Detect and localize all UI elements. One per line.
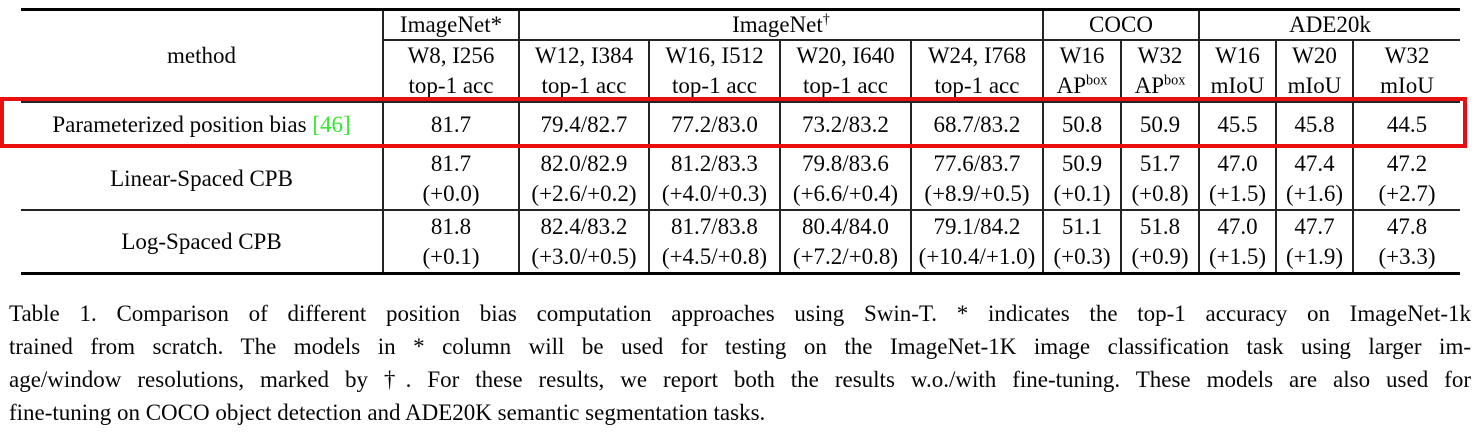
metric-cell: 81.7 — [382, 102, 519, 148]
group-header-imagenet-dagger: ImageNet† — [518, 8, 1043, 41]
metric-cell: 80.4/84.0 (+7.2/+0.8) — [779, 210, 911, 275]
metric-cell: 81.7/83.8 (+4.5/+0.8) — [648, 210, 780, 275]
subcol-header: W24, I768 top-1 acc — [910, 40, 1043, 103]
metric-cell: 44.5 — [1352, 102, 1460, 148]
method-label: method — [167, 43, 236, 68]
caption-line: Table 1. Comparison of different positio… — [9, 301, 1471, 326]
citation-link-46[interactable]: [46] — [312, 111, 351, 137]
subcol-header: W16 mIoU — [1198, 40, 1276, 103]
subcol-header: W12, I384 top-1 acc — [518, 40, 649, 103]
table-row-linear-spaced-cpb: Linear-Spaced CPB 81.7 (+0.0) 82.0/82.9 (+… — [21, 147, 1460, 211]
metric-cell: 68.7/83.2 — [910, 102, 1043, 148]
metric-cell: 82.4/83.2 (+3.0/+0.5) — [518, 210, 649, 275]
method-column-header: method — [21, 8, 383, 103]
metric-cell: 45.8 — [1275, 102, 1353, 148]
metric-cell: 73.2/83.2 — [779, 102, 911, 148]
metric-cell: 82.0/82.9 (+2.6/+0.2) — [518, 147, 649, 211]
metric-cell: 79.4/82.7 — [518, 102, 649, 148]
group-header-ade20k: ADE20k — [1198, 8, 1460, 41]
caption-line: trained from scratch. The models in * co… — [9, 334, 1471, 359]
method-cell: Linear-Spaced CPB — [21, 147, 383, 211]
metric-cell: 79.8/83.6 (+6.6/+0.4) — [779, 147, 911, 211]
metric-cell: 47.0 (+1.5) — [1198, 147, 1276, 211]
metric-cell: 51.8 (+0.9) — [1120, 210, 1199, 275]
metric-cell: 81.2/83.3 (+4.0/+0.3) — [648, 147, 780, 211]
method-cell: Log-Spaced CPB — [21, 210, 383, 275]
header-sub-row: W8, I256 top-1 acc W12, I384 top-1 acc W16… — [21, 40, 1460, 103]
table-row-parameterized-position-bias: Parameterized position bias [46] 81.7 79… — [21, 102, 1460, 148]
group-header-coco: COCO — [1042, 8, 1199, 41]
subcol-header: W16, I512 top-1 acc — [648, 40, 780, 103]
metric-cell: 47.7 (+1.9) — [1275, 210, 1353, 275]
subcol-header: W8, I256 top-1 acc — [382, 40, 519, 103]
metric-cell: 47.8 (+3.3) — [1352, 210, 1460, 275]
metric-cell: 50.8 — [1042, 102, 1121, 148]
metric-cell: 47.2 (+2.7) — [1352, 147, 1460, 211]
metric-cell: 50.9 — [1120, 102, 1199, 148]
subcol-header: W32 APbox — [1120, 40, 1199, 103]
subcol-header: W20 mIoU — [1275, 40, 1353, 103]
subcol-header: W32 mIoU — [1352, 40, 1460, 103]
method-cell: Parameterized position bias [46] — [21, 102, 383, 148]
header-group-row: method ImageNet* ImageNet† COCO ADE20k — [21, 8, 1460, 103]
metric-cell: 50.9 (+0.1) — [1042, 147, 1121, 211]
results-table: method ImageNet* ImageNet† COCO ADE20k W… — [21, 8, 1460, 275]
table-row-log-spaced-cpb: Log-Spaced CPB 81.8 (+0.1) 82.4/83.2 (+3.0… — [21, 210, 1460, 275]
group-header-imagenet-star: ImageNet* — [382, 8, 519, 41]
subcol-header: W16 APbox — [1042, 40, 1121, 103]
metric-cell: 47.0 (+1.5) — [1198, 210, 1276, 275]
metric-cell: 81.7 (+0.0) — [382, 147, 519, 211]
subcol-header: W20, I640 top-1 acc — [779, 40, 911, 103]
metric-cell: 81.8 (+0.1) — [382, 210, 519, 275]
metric-cell: 51.7 (+0.8) — [1120, 147, 1199, 211]
metric-cell: 45.5 — [1198, 102, 1276, 148]
caption-line: fine-tuning on COCO object detection and… — [9, 400, 766, 425]
metric-cell: 47.4 (+1.6) — [1275, 147, 1353, 211]
table-caption: Table 1. Comparison of different positio… — [9, 297, 1471, 429]
metric-cell: 77.6/83.7 (+8.9/+0.5) — [910, 147, 1043, 211]
caption-line: age/window resolutions, marked by †. For… — [9, 367, 1471, 392]
metric-cell: 77.2/83.0 — [648, 102, 780, 148]
metric-cell: 51.1 (+0.3) — [1042, 210, 1121, 275]
metric-cell: 79.1/84.2 (+10.4/+1.0) — [910, 210, 1043, 275]
